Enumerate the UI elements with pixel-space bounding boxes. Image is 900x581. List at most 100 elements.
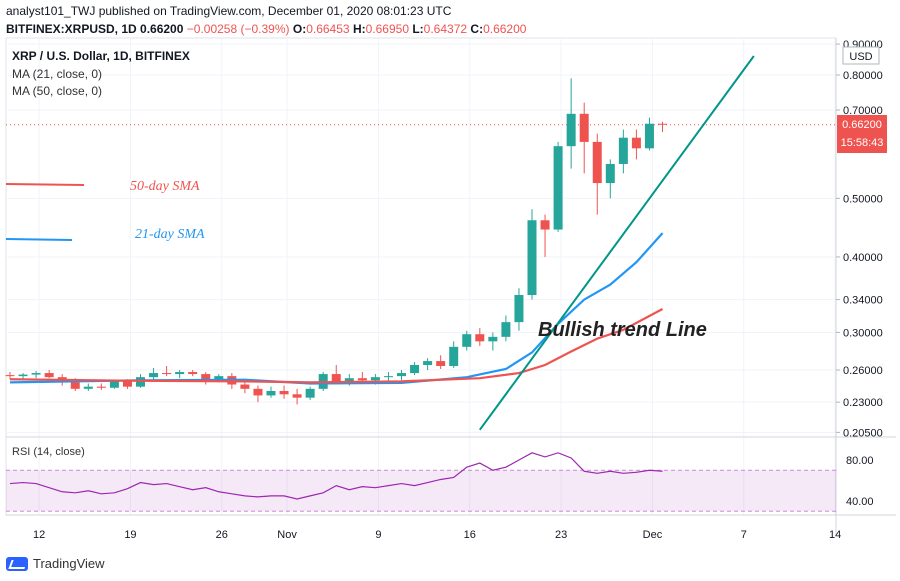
close-label: C: <box>470 22 484 36</box>
tradingview-logo-icon <box>6 556 28 571</box>
time-tick-label: Nov <box>277 529 297 541</box>
candle <box>279 385 289 399</box>
candle <box>644 117 654 151</box>
grid <box>5 37 896 535</box>
ohlc-header: BITFINEX:XRPUSD, 1D 0.66200 −0.00258 (−0… <box>6 22 526 36</box>
ma50-legend-line <box>5 183 85 186</box>
price-change: −0.00258 (−0.39%) <box>186 22 290 36</box>
candle <box>201 372 211 385</box>
bullish-trend-line <box>478 55 755 431</box>
candle <box>305 386 315 400</box>
ma21-legend-line <box>5 238 73 241</box>
candle <box>83 383 93 392</box>
candle <box>383 372 393 382</box>
candle <box>658 121 667 133</box>
rsi-tick-label: 80.00 <box>846 455 874 467</box>
candle <box>96 383 106 390</box>
price-axis[interactable]: 0.900000.800000.700000.500000.400000.340… <box>836 39 883 439</box>
symbol-label: BITFINEX:XRPUSD, 1D <box>6 22 137 36</box>
ma50-line <box>9 308 664 384</box>
candle <box>253 385 263 403</box>
candle <box>31 371 41 379</box>
candle <box>579 102 589 174</box>
candle <box>175 370 185 379</box>
time-axis[interactable]: 12 19 26 Nov 9 16 23 Dec 7 14 <box>33 529 841 541</box>
low-value: 0.64372 <box>423 22 468 36</box>
candle <box>527 209 537 300</box>
candle <box>475 328 485 346</box>
open-label: O: <box>292 22 307 36</box>
last-price: 0.66200 <box>140 22 184 36</box>
symbol-legend: XRP / U.S. Dollar, 1D, BITFINEX <box>12 49 190 63</box>
candle <box>357 372 367 383</box>
candle <box>423 358 433 370</box>
rsi-line <box>9 452 663 500</box>
candle <box>540 214 550 257</box>
high-label: H: <box>352 22 366 36</box>
candle <box>5 372 15 380</box>
price-tick-label: 0.26000 <box>843 365 883 377</box>
candle <box>292 388 302 405</box>
price-tick-label: 0.34000 <box>843 295 883 307</box>
price-tick-label: 0.30000 <box>843 327 883 339</box>
price-tick-label: 0.70000 <box>843 105 883 117</box>
tradingview-logo[interactable]: TradingView <box>6 556 105 571</box>
candle <box>397 370 406 381</box>
time-tick-label: 23 <box>555 529 567 541</box>
last-price-tag <box>837 115 887 153</box>
ma21-line <box>9 232 664 385</box>
candle <box>449 341 459 368</box>
candle <box>149 367 159 381</box>
time-tick-label: Dec <box>643 529 663 541</box>
candle <box>566 78 576 169</box>
candle <box>162 365 172 377</box>
price-tick-label: 0.50000 <box>843 193 883 205</box>
time-tick-label: 16 <box>464 529 476 541</box>
time-tick-label: 9 <box>375 529 381 541</box>
currency-label: USD <box>849 51 872 63</box>
candle <box>44 370 54 379</box>
ma21-annotation: 21-day SMA <box>135 227 205 242</box>
countdown-timer: 15:58:43 <box>841 137 884 149</box>
close-value: 0.66200 <box>483 22 527 36</box>
time-tick-label: 19 <box>124 529 136 541</box>
publish-info: analyst101_TWJ published on TradingView.… <box>6 4 452 18</box>
candle <box>553 141 563 232</box>
candles <box>5 78 667 405</box>
tradingview-wordmark: TradingView <box>33 556 105 571</box>
ma21-legend: MA (21, close, 0) <box>12 67 103 81</box>
candle <box>488 332 498 351</box>
ma50-annotation: 50-day SMA <box>130 179 200 194</box>
low-label: L: <box>412 22 424 36</box>
rsi-band-lines <box>6 469 836 512</box>
rsi-tick-label: 40.00 <box>846 496 874 508</box>
price-tick-label: 0.80000 <box>843 70 883 82</box>
candle <box>266 386 276 398</box>
ma50-legend: MA (50, close, 0) <box>12 84 103 98</box>
high-value: 0.66950 <box>365 22 409 36</box>
time-tick-label: 14 <box>829 529 841 541</box>
time-tick-label: 7 <box>741 529 747 541</box>
candle <box>501 315 511 342</box>
price-tick-label: 0.20500 <box>843 427 883 439</box>
last-price-tag-value: 0.66200 <box>842 119 882 131</box>
candle <box>592 133 602 215</box>
candle <box>436 355 446 369</box>
rsi-band <box>6 470 836 512</box>
currency-box[interactable] <box>842 46 880 65</box>
rsi-axis: 80.00 40.00 <box>846 455 874 508</box>
trend-annotation: Bullish trend Line <box>538 319 707 341</box>
time-tick-label: 26 <box>216 529 228 541</box>
candle <box>188 370 198 377</box>
candle <box>410 362 420 376</box>
price-tick-label: 0.23000 <box>843 397 883 409</box>
candle <box>618 129 628 174</box>
price-tick-label: 0.40000 <box>843 252 883 264</box>
open-value: 0.66453 <box>306 22 350 36</box>
candle <box>514 288 524 331</box>
candle <box>462 330 472 351</box>
candle <box>605 159 615 199</box>
rsi-title: RSI (14, close) <box>12 446 85 458</box>
candle <box>631 129 641 160</box>
